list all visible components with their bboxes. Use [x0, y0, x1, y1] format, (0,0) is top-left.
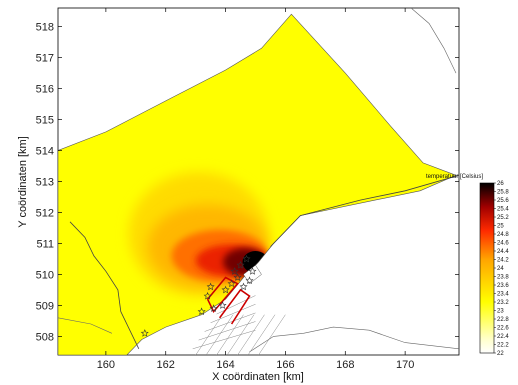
colorbar-tick-label: 24.8: [497, 232, 509, 238]
street-line: [210, 303, 256, 324]
geography-lines: [58, 8, 459, 355]
x-tick-label: 162: [157, 359, 175, 371]
colorbar-tick-label: 24.6: [497, 241, 509, 247]
street-line: [216, 295, 256, 315]
left-lower-curve: [58, 317, 113, 334]
station-marker: [236, 261, 245, 269]
street-line: [192, 329, 256, 350]
y-axis-label: Y coördinaten [km]: [17, 136, 29, 228]
station-marker: [233, 273, 242, 281]
street-line: [205, 314, 234, 355]
y-axis-ticks: 508 509 510 511 512 513 514 515 516 517 518: [36, 22, 459, 343]
x-axis-label: X coördinaten [km]: [212, 371, 304, 383]
colorbar-tick-label: 22.2: [497, 343, 509, 349]
street-line: [216, 314, 244, 355]
station-marker: [206, 282, 215, 291]
x-tick-label: 166: [276, 359, 294, 371]
colorbar-tick-label: 23.6: [497, 283, 509, 289]
y-tick-label: 518: [36, 22, 54, 34]
street-line: [195, 314, 223, 355]
street-grid: [192, 295, 286, 355]
station-markers: [140, 254, 257, 337]
station-marker: [209, 304, 218, 312]
x-tick-label: 160: [97, 359, 115, 371]
x-tick-label: 170: [396, 359, 414, 371]
colorbar-tick-label: 22.8: [497, 317, 509, 323]
colorbar-tick-label: 23.2: [497, 300, 509, 306]
colorbar-title: temperatuur [Celsius]: [426, 174, 483, 180]
colorbar-tick-label: 25.4: [497, 207, 509, 213]
station-marker: [227, 279, 236, 288]
domain-outline: [58, 13, 457, 355]
colorbar-tick-label: 24.2: [497, 258, 509, 264]
y-tick-label: 517: [36, 53, 54, 65]
colorbar: temperatuur [Celsius] 22 22.2 22.4 22.6 22.8…: [426, 174, 509, 357]
colorbar-tick-label: 25.8: [497, 190, 509, 196]
station-marker: [245, 276, 254, 285]
y-tick-label: 513: [36, 177, 54, 189]
colorbar-tick-label: 23.8: [497, 275, 509, 281]
station-marker: [140, 329, 149, 337]
station-marker: [221, 285, 230, 294]
station-marker: [239, 282, 248, 291]
colorbar-tick-label: 22.4: [497, 334, 509, 340]
street-line: [247, 314, 276, 355]
y-tick-label: 515: [36, 115, 54, 127]
street-line: [258, 314, 286, 355]
coastline: [69, 221, 140, 349]
colorbar-tick-label: 25.6: [497, 198, 509, 204]
y-tick-label: 510: [36, 269, 54, 281]
land-boundary: [270, 174, 459, 247]
station-marker: [242, 254, 251, 263]
y-tick-label: 516: [36, 84, 54, 96]
station-marker: [218, 301, 227, 309]
street-line: [198, 321, 256, 341]
y-tick-label: 509: [36, 300, 54, 312]
colorbar-tick-label: 24: [497, 266, 504, 272]
top-right-curve: [410, 8, 457, 74]
station-marker: [230, 267, 239, 275]
x-tick-label: 168: [336, 359, 354, 371]
colorbar-tick-label: 23: [497, 309, 504, 315]
street-line: [204, 312, 256, 332]
station-marker: [203, 291, 212, 300]
y-tick-label: 514: [36, 146, 54, 158]
y-tick-label: 512: [36, 207, 54, 219]
colorbar-tick-label: 25.2: [497, 215, 509, 221]
intake-channel: [218, 288, 251, 325]
x-tick-label: 164: [216, 359, 234, 371]
colorbar-tick-label: 25: [497, 224, 504, 230]
station-marker: [248, 267, 257, 275]
colorbar-tick-label: 22.6: [497, 326, 509, 332]
bottom-curve: [249, 326, 459, 353]
y-tick-label: 511: [36, 238, 54, 250]
colorbar-ticks: 22 22.2 22.4 22.6 22.8 23 23.2 23.4 23.6 23.8 24 24…: [494, 181, 509, 357]
colorbar-tick-label: 22: [497, 351, 504, 357]
x-axis-ticks: 160 162 164 166 168 170: [97, 8, 414, 371]
street-line: [237, 314, 265, 355]
station-marker: [197, 307, 206, 316]
colorbar-gradient: [479, 182, 495, 354]
colorbar-tick-label: 23.4: [497, 292, 509, 298]
colorbar-tick-label: 26: [497, 181, 504, 187]
y-tick-label: 508: [36, 331, 54, 343]
colorbar-tick-label: 24.4: [497, 249, 509, 255]
